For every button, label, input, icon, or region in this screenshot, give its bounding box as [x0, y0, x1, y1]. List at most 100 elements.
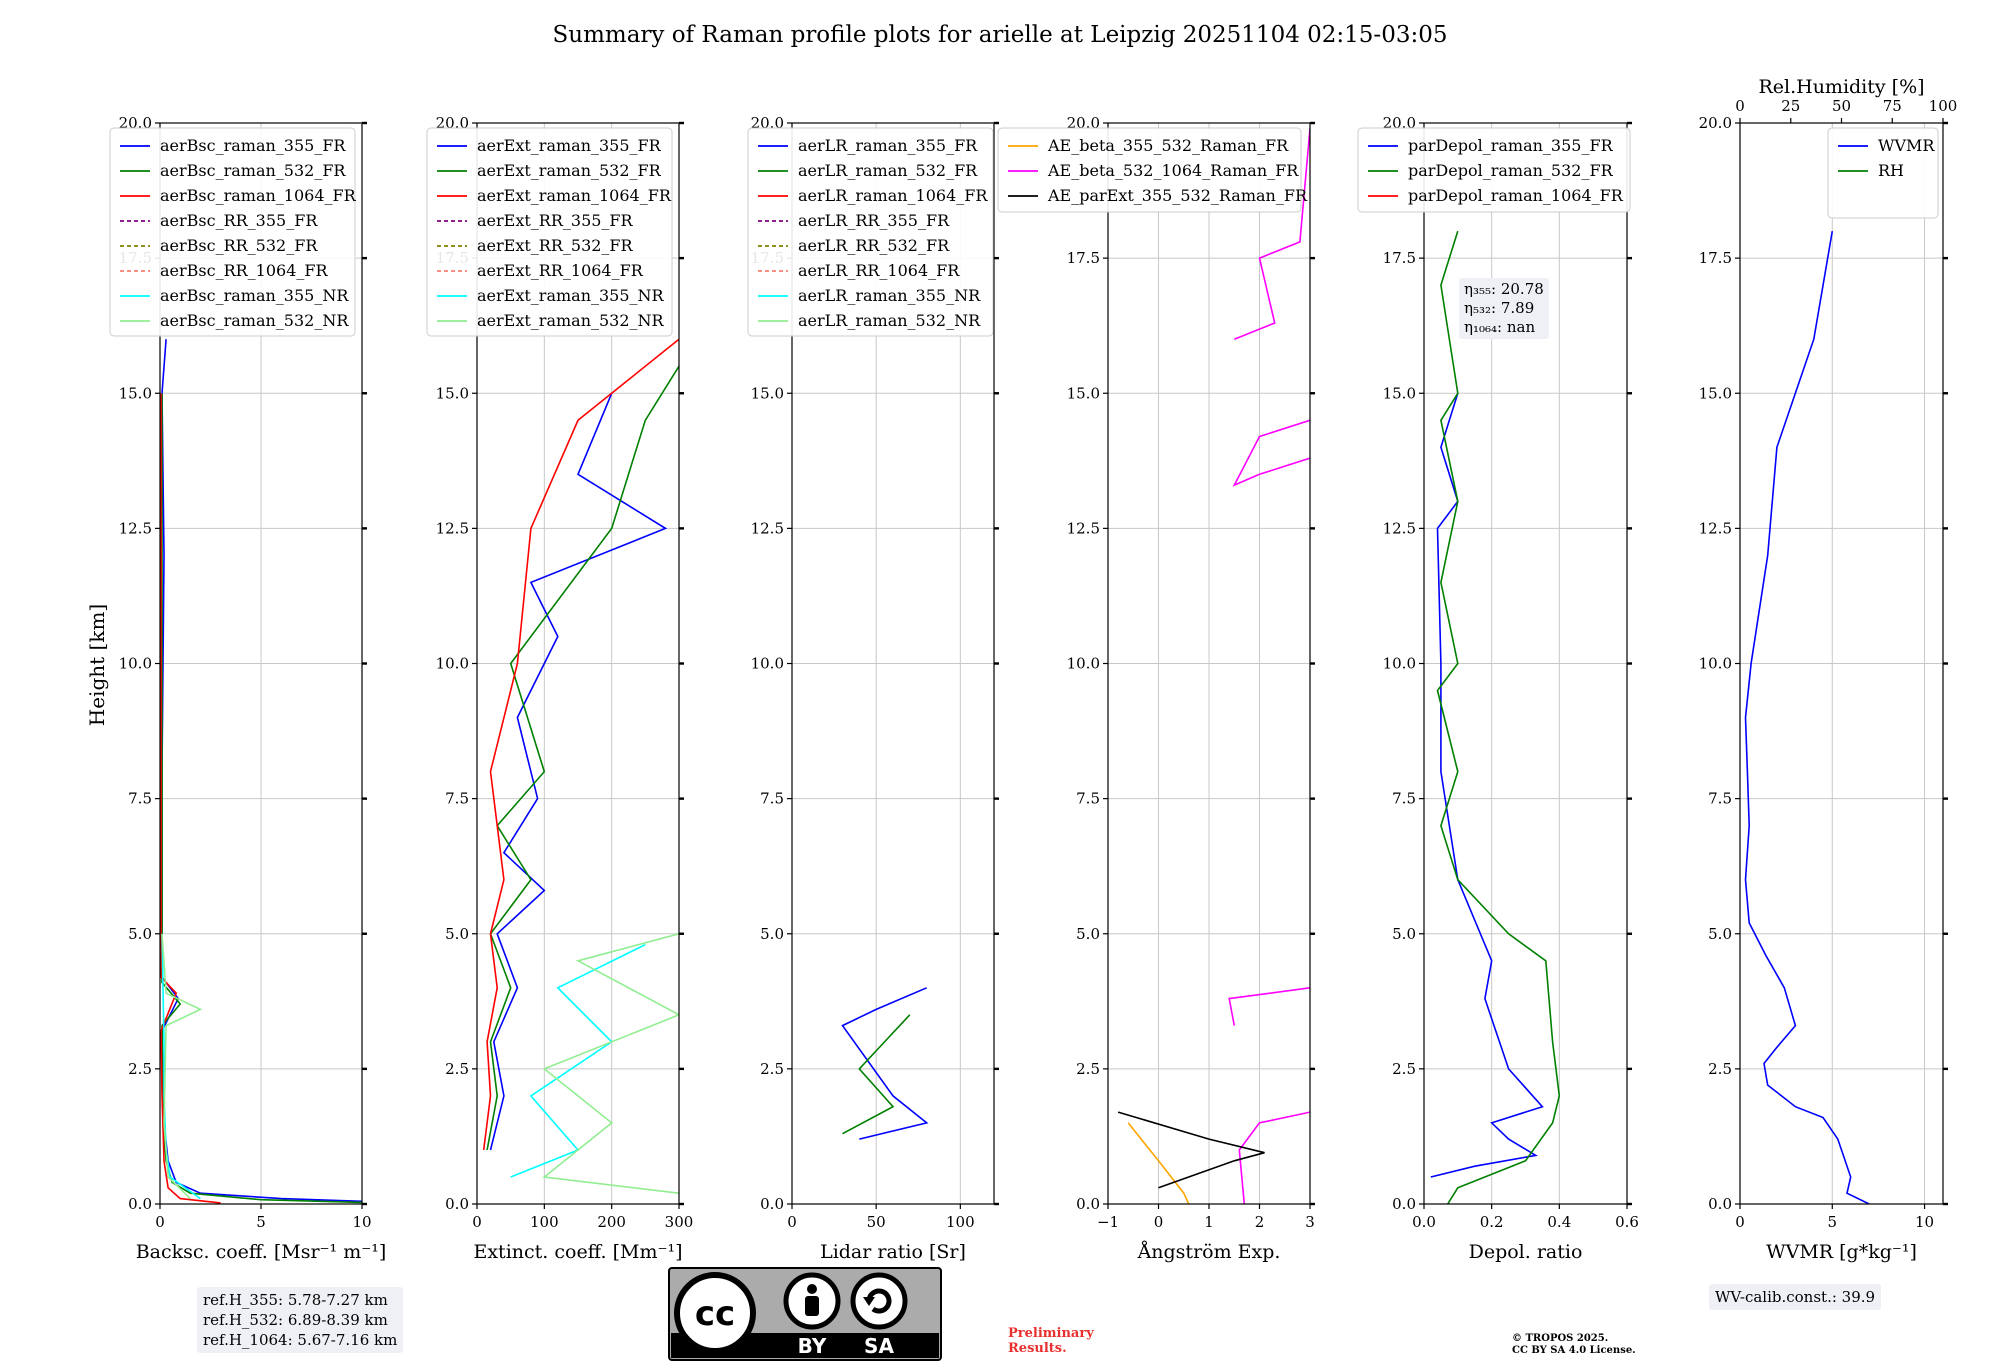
legend: AE_beta_355_532_Raman_FRAE_beta_532_1064… — [998, 128, 1308, 212]
series-line-aerLR-raman-355-FR — [843, 988, 927, 1139]
series-line-aerExt-raman-532-FR — [487, 366, 679, 1150]
x-tick-label: 300 — [665, 1213, 694, 1231]
legend-label: aerExt_RR_1064_FR — [477, 261, 644, 280]
y-tick-label: 7.5 — [128, 790, 152, 808]
series-group — [843, 988, 927, 1139]
y-tick-label: 12.5 — [751, 519, 784, 537]
x2-axis-label: Rel.Humidity [%] — [1758, 76, 1924, 98]
y-tick-label: 10.0 — [1699, 655, 1732, 673]
legend-label: aerBsc_RR_532_FR — [160, 236, 318, 255]
x-tick-label: 0.6 — [1615, 1213, 1639, 1231]
legend-label: aerBsc_RR_355_FR — [160, 211, 318, 230]
y-tick-label: 15.0 — [1699, 384, 1732, 402]
series-line-AE-beta-532-1064-Raman-FR — [1239, 1112, 1310, 1204]
x-axis-label: Depol. ratio — [1469, 1241, 1583, 1263]
y-tick-label: 15.0 — [436, 384, 469, 402]
x-tick-label: −1 — [1097, 1213, 1119, 1231]
y-tick-label: 2.5 — [445, 1060, 469, 1078]
legend-label: aerBsc_raman_532_FR — [160, 161, 346, 180]
legend-label: aerBsc_raman_1064_FR — [160, 186, 357, 205]
eta-532: η₅₃₂: 7.89 — [1464, 299, 1544, 318]
legend-label: aerLR_RR_355_FR — [798, 211, 950, 230]
legend: parDepol_raman_355_FRparDepol_raman_532_… — [1358, 128, 1630, 212]
x-tick-label: 0 — [472, 1213, 482, 1231]
y-tick-label: 5.0 — [1392, 925, 1416, 943]
legend-label: aerLR_raman_532_NR — [798, 311, 981, 330]
x-axis-label: Extinct. coeff. [Mm⁻¹] — [473, 1241, 682, 1263]
y-tick-label: 15.0 — [1067, 384, 1100, 402]
legend-label: aerBsc_RR_1064_FR — [160, 261, 329, 280]
x-tick-label: 100 — [530, 1213, 559, 1231]
y-tick-label: 17.5 — [1383, 249, 1416, 267]
y-tick-label: 0.0 — [1708, 1195, 1732, 1213]
preliminary-line-1: Preliminary — [1008, 1326, 1094, 1341]
x-tick-label: 5 — [256, 1213, 266, 1231]
y-tick-label: 12.5 — [1699, 519, 1732, 537]
series-line-aerBsc-raman-1064-FR — [161, 393, 221, 1203]
y-tick-label: 2.5 — [1392, 1060, 1416, 1078]
legend-label: parDepol_raman_532_FR — [1408, 161, 1614, 180]
x-tick-label: 2 — [1255, 1213, 1265, 1231]
x-tick-label: 0 — [787, 1213, 797, 1231]
legend-label: aerBsc_raman_532_NR — [160, 311, 349, 330]
y-tick-label: 10.0 — [436, 655, 469, 673]
series-line-parDepol-raman-355-FR — [1431, 393, 1543, 1177]
copyright-note: © TROPOS 2025. CC BY SA 4.0 License. — [1512, 1333, 1636, 1357]
cc-sa-text: SA — [864, 1334, 894, 1358]
x2-tick-label: 25 — [1781, 97, 1800, 115]
x-axis-label: Ångström Exp. — [1137, 1241, 1281, 1263]
legend: aerExt_raman_355_FRaerExt_raman_532_FRae… — [427, 128, 672, 336]
legend-label: aerLR_RR_1064_FR — [798, 261, 960, 280]
ref-height-355: ref.H_355: 5.78-7.27 km — [203, 1290, 397, 1310]
legend-label: AE_beta_355_532_Raman_FR — [1047, 136, 1289, 155]
copyright-line-2: CC BY SA 4.0 License. — [1512, 1345, 1636, 1357]
copyright-line-1: © TROPOS 2025. — [1512, 1333, 1636, 1345]
legend-label: aerExt_raman_1064_FR — [477, 186, 672, 205]
cc-logo-text: cc — [695, 1294, 735, 1334]
y-tick-label: 10.0 — [1383, 655, 1416, 673]
series-group — [1431, 231, 1560, 1204]
y-tick-label: 0.0 — [128, 1195, 152, 1213]
y-tick-label: 15.0 — [1383, 384, 1416, 402]
legend-label: WVMR — [1878, 136, 1935, 155]
y-tick-label: 5.0 — [128, 925, 152, 943]
y-tick-label: 12.5 — [436, 519, 469, 537]
y-tick-label: 17.5 — [1699, 249, 1732, 267]
x2-tick-label: 100 — [1929, 97, 1958, 115]
y-tick-label: 0.0 — [445, 1195, 469, 1213]
cc-by-text: BY — [798, 1334, 827, 1358]
legend-label: aerExt_raman_355_FR — [477, 136, 662, 155]
y-tick-label: 10.0 — [1067, 655, 1100, 673]
preliminary-note: Preliminary Results. — [1008, 1326, 1094, 1356]
chart-panel-1: 0.02.55.07.510.012.515.017.520.00510Back… — [110, 114, 386, 1263]
series-line-aerBsc-raman-532-FR — [162, 393, 362, 1202]
ref-height-1064: ref.H_1064: 5.67-7.16 km — [203, 1330, 397, 1350]
y-tick-label: 0.0 — [1076, 1195, 1100, 1213]
legend-label: aerLR_raman_355_NR — [798, 286, 981, 305]
legend-label: aerLR_raman_355_FR — [798, 136, 978, 155]
x-tick-label: 0 — [1735, 1213, 1745, 1231]
y-tick-label: 5.0 — [1076, 925, 1100, 943]
x-tick-label: 200 — [597, 1213, 626, 1231]
y-tick-label: 5.0 — [760, 925, 784, 943]
series-line-aerExt-raman-1064-FR — [484, 339, 679, 1150]
legend: WVMR RH — [1828, 128, 1938, 218]
legend: aerBsc_raman_355_FR aerBsc_raman_532_FRae… — [110, 128, 357, 336]
y-tick-label: 12.5 — [119, 519, 152, 537]
y-tick-label: 17.5 — [1067, 249, 1100, 267]
y-tick-label: 15.0 — [751, 384, 784, 402]
y-tick-label: 20.0 — [1699, 114, 1732, 132]
legend-label: aerBsc_raman_355_FR — [160, 136, 346, 155]
legend: aerLR_raman_355_FRaerLR_raman_532_FRaerL… — [748, 128, 993, 336]
x-tick-label: 10 — [1915, 1213, 1934, 1231]
chart-panel-2: 0.02.55.07.510.012.515.017.520.001002003… — [427, 114, 693, 1263]
series-line-aerExt-raman-355-FR — [491, 393, 666, 1150]
series-group — [1746, 231, 2000, 1204]
legend-label: aerExt_RR_532_FR — [477, 236, 634, 255]
x-tick-label: 50 — [867, 1213, 886, 1231]
x-tick-label: 0 — [155, 1213, 165, 1231]
cc-by-sa-icon: cc BY SA — [668, 1267, 942, 1361]
legend-label: RH — [1878, 161, 1904, 180]
